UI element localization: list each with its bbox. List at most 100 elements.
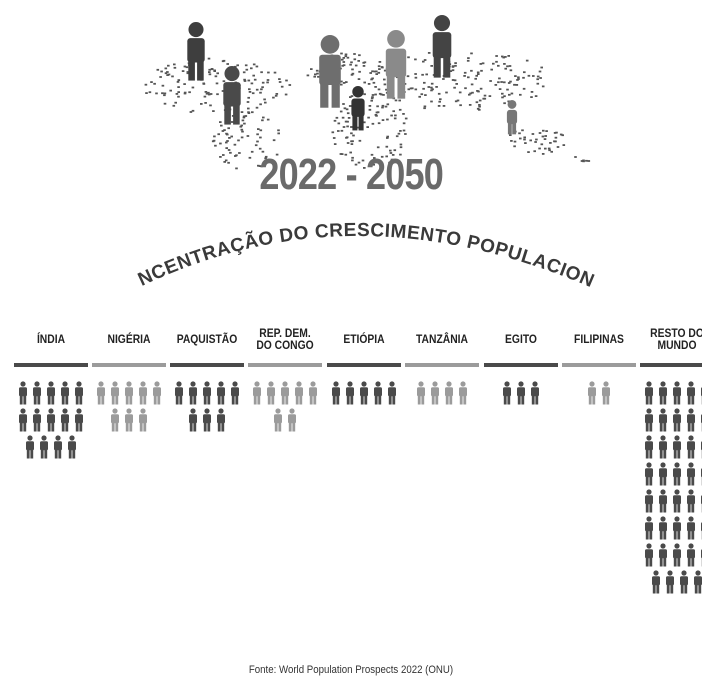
person-icon	[189, 381, 197, 405]
map-dot	[539, 77, 542, 79]
map-dot	[368, 105, 372, 107]
map-dot	[207, 57, 211, 60]
person-icon	[659, 435, 667, 459]
map-dot	[314, 73, 317, 76]
map-dot	[541, 85, 545, 88]
map-dot	[427, 52, 431, 54]
map-dot	[346, 120, 349, 123]
person-icon	[687, 408, 695, 432]
map-dot	[350, 126, 353, 128]
map-dot	[188, 91, 191, 94]
map-dot	[370, 97, 374, 100]
map-dot	[221, 130, 225, 132]
map-dot	[280, 85, 284, 88]
person-icon	[588, 381, 596, 405]
map-dot	[316, 72, 319, 75]
map-dot	[543, 138, 547, 140]
map-dot	[212, 110, 215, 112]
map-dot	[470, 69, 473, 72]
map-dot	[477, 73, 480, 75]
map-dot	[248, 156, 252, 159]
column-3: PAQUISTÃO	[170, 318, 244, 435]
map-dot	[394, 99, 398, 102]
map-dot	[414, 88, 418, 91]
map-dot	[224, 159, 228, 162]
map-dot	[246, 101, 250, 103]
person-icon	[125, 408, 133, 432]
column-6: TANZÂNIA	[405, 318, 479, 408]
column-divider	[562, 363, 636, 367]
map-dot	[345, 136, 349, 139]
map-dot	[390, 162, 393, 165]
map-dot	[386, 118, 389, 121]
person-icon	[459, 381, 467, 405]
map-dot	[381, 104, 385, 107]
pictogram-stack	[170, 381, 244, 435]
map-dot	[503, 81, 506, 84]
map-dot	[475, 74, 478, 77]
map-dot	[368, 108, 372, 111]
map-dot	[377, 122, 381, 125]
map-dot	[574, 156, 577, 158]
map-dot	[420, 93, 424, 96]
map-dot	[399, 146, 403, 149]
map-dot	[337, 122, 341, 125]
pictogram-stack	[640, 381, 702, 597]
map-dot	[236, 64, 239, 67]
person-icon	[431, 381, 439, 405]
map-dot	[430, 82, 434, 85]
map-dot	[363, 167, 366, 169]
map-dot	[538, 147, 541, 150]
map-dot	[241, 119, 245, 122]
map-dot	[223, 129, 226, 131]
person-icon	[61, 381, 69, 405]
map-dot	[255, 88, 259, 91]
pictogram-stack	[562, 381, 636, 408]
map-dot	[343, 107, 347, 110]
column-divider	[248, 363, 322, 367]
map-dot	[392, 110, 395, 113]
map-dot	[331, 131, 335, 134]
map-dot	[153, 82, 156, 85]
map-dot	[509, 80, 512, 83]
map-dot	[164, 72, 168, 75]
person-icon	[203, 408, 211, 432]
map-dot	[479, 87, 483, 90]
person-icon	[666, 570, 674, 594]
people-figures	[187, 14, 518, 135]
map-dot	[310, 68, 313, 70]
map-dot	[363, 61, 367, 64]
map-dot	[243, 78, 246, 81]
map-dot	[427, 86, 431, 88]
map-dot	[375, 160, 378, 162]
map-dot	[358, 70, 361, 73]
map-dot	[204, 91, 208, 93]
map-dot	[209, 104, 212, 107]
map-dot	[423, 105, 427, 108]
map-dot	[544, 135, 547, 137]
icon-row	[186, 408, 228, 435]
map-dot	[467, 57, 470, 59]
map-dot	[244, 115, 248, 117]
column-label: RESTO DO MUNDO	[650, 326, 702, 352]
person-figure	[432, 14, 452, 78]
person-icon	[659, 462, 667, 486]
map-dot	[353, 53, 356, 55]
map-dot	[266, 118, 270, 121]
map-dot	[357, 78, 361, 80]
map-dot	[404, 133, 407, 135]
map-dot	[451, 79, 455, 81]
map-dot	[510, 140, 513, 142]
map-dot	[475, 101, 479, 104]
map-dot	[458, 91, 462, 94]
map-dot	[349, 151, 352, 154]
map-dot	[377, 71, 381, 74]
map-dot	[361, 159, 365, 162]
map-dot	[342, 61, 346, 63]
map-dot	[377, 88, 381, 91]
map-dot	[204, 102, 207, 104]
person-icon	[673, 435, 681, 459]
icon-row	[414, 381, 470, 408]
icon-row	[172, 381, 242, 408]
person-icon	[652, 570, 660, 594]
